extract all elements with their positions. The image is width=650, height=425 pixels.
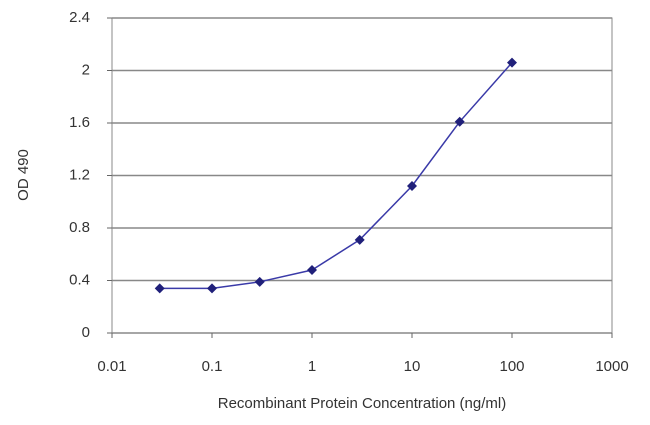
y-axis-label: OD 490 <box>15 149 32 201</box>
y-tick-label: 0 <box>82 324 90 341</box>
marker <box>307 265 317 275</box>
x-axis-label: Recombinant Protein Concentration (ng/ml… <box>218 395 506 412</box>
x-tick-label: 0.01 <box>97 358 126 375</box>
marker <box>507 57 517 68</box>
y-tick-label: 0.8 <box>69 219 90 236</box>
y-tick-label: 1.6 <box>69 114 90 131</box>
x-tick-label: 10 <box>404 358 421 375</box>
y-tick-label: 0.4 <box>69 271 90 288</box>
y-tick-label: 1.2 <box>69 166 90 183</box>
y-tick-label: 2.4 <box>69 9 90 26</box>
x-tick-label: 0.1 <box>202 358 223 375</box>
marker <box>354 234 365 245</box>
line <box>159 62 513 290</box>
marker <box>454 116 465 127</box>
y-tick-label: 2 <box>82 61 90 78</box>
marker <box>254 276 265 287</box>
x-tick-label: 100 <box>499 358 524 375</box>
x-tick-label: 1000 <box>595 358 628 375</box>
x-tick-label: 1 <box>308 358 316 375</box>
marker <box>407 181 417 191</box>
marker <box>207 283 217 294</box>
marker <box>154 283 165 294</box>
